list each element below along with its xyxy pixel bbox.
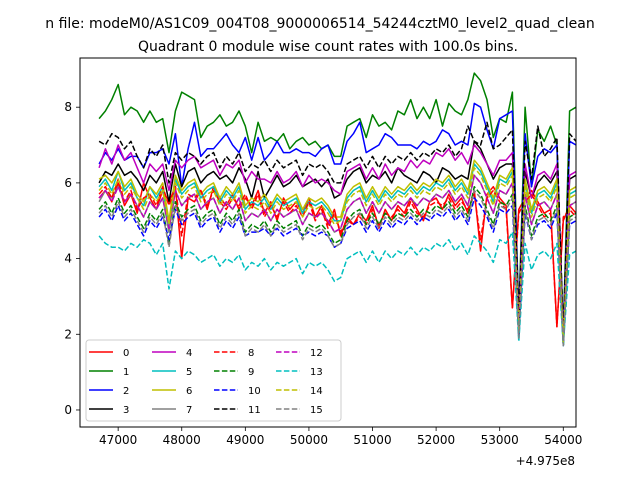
y-tick-label: 8: [64, 100, 72, 114]
series-line-2: [98, 102, 576, 336]
legend-label-14: 14: [310, 386, 323, 397]
series-line-14: [98, 167, 576, 343]
y-tick-label: 4: [64, 252, 72, 266]
y-axis: 0 2 4 6 8: [64, 100, 80, 417]
series-line-1: [98, 72, 576, 332]
series-line-9: [98, 185, 576, 347]
x-offset-label: +4.975e8: [516, 454, 575, 468]
legend-label-4: 4: [186, 348, 192, 359]
x-tick-label: 52000: [417, 433, 455, 447]
y-tick-label: 2: [64, 327, 72, 341]
legend-label-13: 13: [310, 367, 323, 378]
x-tick-label: 53000: [481, 433, 519, 447]
series-line-11: [98, 121, 576, 336]
x-tick-label: 49000: [226, 433, 264, 447]
legend-label-15: 15: [310, 405, 323, 416]
series-line-3: [98, 140, 576, 339]
x-tick-label: 47000: [99, 433, 137, 447]
legend-label-7: 7: [186, 405, 192, 416]
plot-frame: [79, 57, 577, 428]
x-tick-label: 48000: [163, 433, 201, 447]
series-line-13: [98, 231, 576, 347]
legend-label-3: 3: [123, 405, 129, 416]
series-layer: [98, 72, 576, 347]
y-tick-label: 6: [64, 176, 72, 190]
x-tick-label: 54000: [544, 433, 582, 447]
chart-title: Quadrant 0 module wise count rates with …: [138, 39, 518, 55]
legend-label-6: 6: [186, 386, 192, 397]
legend-label-8: 8: [248, 348, 254, 359]
series-line-8: [98, 178, 576, 328]
series-line-15: [98, 189, 576, 347]
series-line-12: [98, 174, 576, 343]
legend-frame: [85, 339, 342, 422]
x-tick-label: 51000: [353, 433, 391, 447]
legend-label-5: 5: [186, 367, 192, 378]
series-line-6: [98, 159, 576, 343]
legend-label-10: 10: [248, 386, 261, 397]
series-line-10: [98, 197, 576, 347]
series-line-5: [98, 163, 576, 343]
legend-label-1: 1: [123, 367, 129, 378]
legend-label-11: 11: [248, 405, 261, 416]
x-tick-label: 50000: [290, 433, 328, 447]
x-axis: 47000 48000 49000 50000 51000 52000 53000 54000: [99, 427, 582, 447]
legend-label-2: 2: [123, 386, 129, 397]
legend-label-9: 9: [248, 367, 254, 378]
legend-label-12: 12: [310, 348, 323, 359]
y-tick-label: 0: [64, 403, 72, 417]
chart-suptitle: n file: modeM0/AS1C09_004T08_9000006514_…: [45, 16, 594, 32]
legend-label-0: 0: [123, 348, 129, 359]
